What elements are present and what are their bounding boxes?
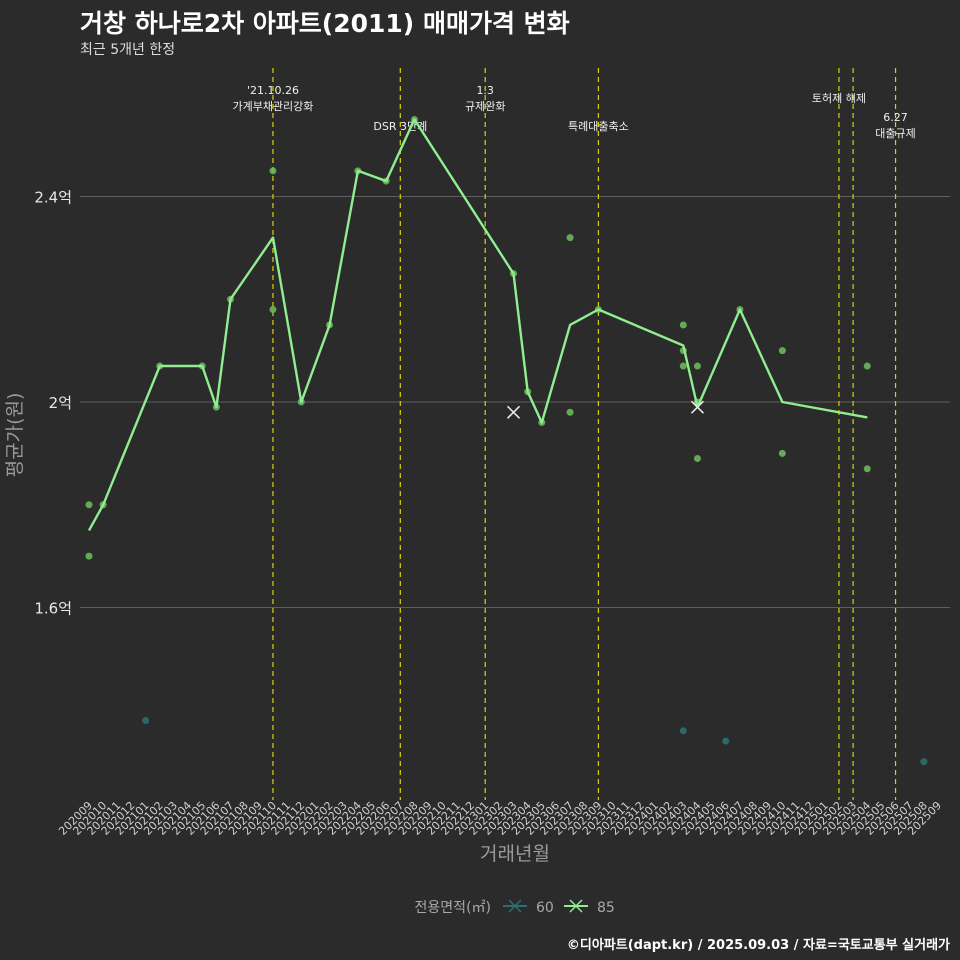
x-axis-title: 거래년월: [480, 843, 550, 865]
event-label: 규제완화: [465, 100, 505, 113]
x-marker: [506, 405, 521, 419]
source-caption: ©디아파트(dapt.kr) / 2025.09.03 / 자료=국토교통부 실…: [566, 938, 950, 953]
data-point-85: [863, 465, 871, 473]
y-tick-label: 1.6억: [34, 600, 72, 618]
legend-label: 85: [597, 900, 615, 916]
x-marker: [690, 400, 705, 414]
event-label: 토허제 해제: [812, 91, 866, 105]
event-label: 특례대출축소: [568, 120, 629, 133]
series-line-85: [87, 118, 868, 531]
data-point-85: [85, 552, 93, 560]
data-point-85: [693, 455, 701, 463]
y-tick-label: 2.4억: [34, 189, 72, 207]
data-point-85: [679, 362, 687, 370]
data-point-85: [778, 347, 786, 355]
data-point-60: [679, 727, 687, 735]
data-point-85: [566, 408, 574, 416]
data-point-60: [920, 758, 928, 766]
legend-key-marker: [569, 899, 583, 913]
legend-key-marker: [508, 899, 522, 913]
data-point-85: [269, 306, 277, 314]
event-label: 가계부채관리강화: [232, 100, 313, 113]
data-point-60: [142, 717, 150, 725]
event-label: 대출규제: [875, 127, 915, 140]
legend-label: 60: [536, 900, 554, 916]
y-axis-title: 평균가(원): [4, 393, 26, 478]
data-point-85: [85, 501, 93, 509]
legend-title: 전용면적(㎡): [415, 900, 491, 916]
data-point-85: [679, 321, 687, 329]
data-point-85: [863, 362, 871, 370]
chart-title: 거창 하나로2차 아파트(2011) 매매가격 변화: [80, 9, 570, 38]
data-point-85: [693, 362, 701, 370]
data-point-60: [722, 737, 730, 745]
event-label: '21.10.26: [247, 84, 299, 97]
y-tick-label: 2억: [49, 394, 72, 412]
data-point-85: [778, 449, 786, 457]
chart-subtitle: 최근 5개년 한정: [80, 42, 176, 58]
data-point-85: [566, 234, 574, 242]
data-point-85: [269, 167, 277, 175]
event-label: 6.27: [883, 111, 908, 124]
event-label: 1.3: [476, 84, 494, 97]
